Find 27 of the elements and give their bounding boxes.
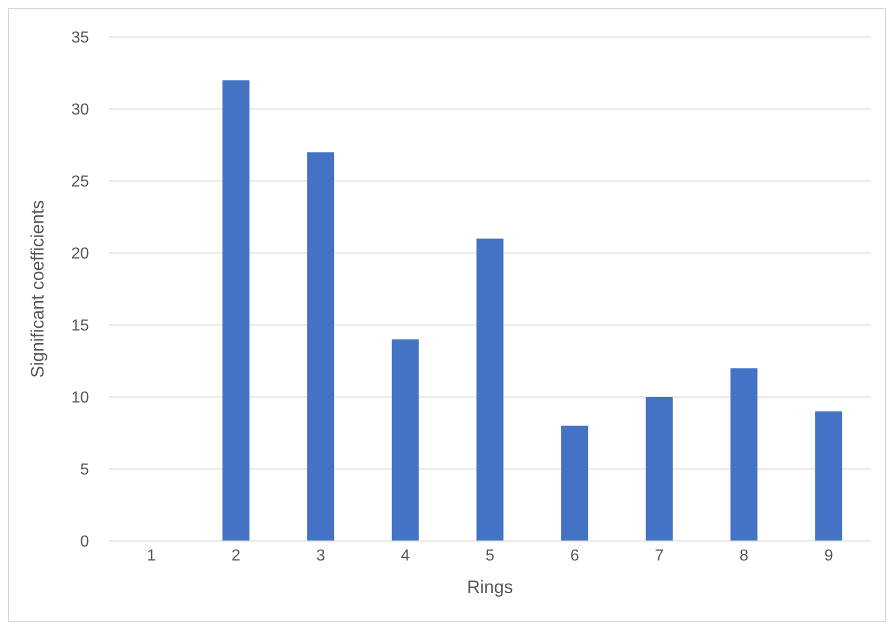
y-tick-label: 30 — [71, 102, 90, 119]
bar — [815, 411, 842, 541]
y-tick-label: 0 — [80, 534, 90, 551]
y-tick-label: 25 — [71, 174, 90, 191]
bar — [730, 368, 758, 541]
x-tick-label: 2 — [232, 547, 241, 564]
bar — [561, 426, 588, 541]
x-tick-label: 7 — [654, 547, 664, 564]
x-axis-title: Rings — [466, 577, 514, 597]
x-tick-label: 4 — [400, 547, 410, 564]
y-tick-label: 20 — [71, 246, 90, 263]
x-tick-label: 5 — [486, 547, 495, 564]
y-tick-label: 35 — [71, 30, 90, 47]
bar — [646, 397, 673, 541]
y-tick-label: 5 — [80, 462, 90, 479]
x-tick-label: 1 — [146, 547, 156, 564]
y-tick-label: 15 — [71, 318, 90, 335]
x-tick-label: 6 — [570, 547, 580, 564]
x-tick-label: 9 — [824, 547, 834, 564]
y-axis-title: Significant coefficients — [27, 200, 48, 378]
bar — [392, 339, 419, 541]
bar — [222, 80, 250, 541]
x-tick-label: 8 — [740, 547, 749, 564]
y-tick-label: 10 — [71, 390, 90, 407]
bar — [307, 152, 334, 541]
bar — [476, 238, 504, 541]
x-tick-label: 3 — [316, 547, 326, 564]
